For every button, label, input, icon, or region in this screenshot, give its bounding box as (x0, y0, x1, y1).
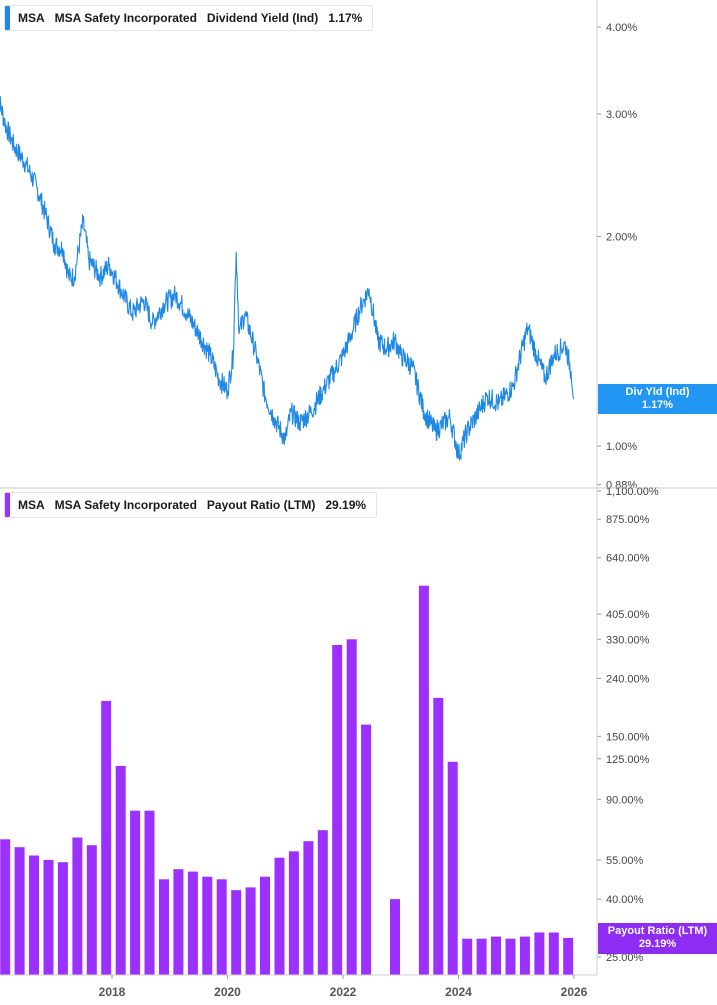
payout-bar (144, 810, 155, 975)
x-tick-label: 2022 (330, 985, 357, 999)
legend-swatch-yield (5, 6, 10, 30)
payout-badge-label: Payout Ratio (LTM) (607, 925, 708, 937)
payout-bar (491, 936, 501, 975)
x-tick-label: 2018 (99, 985, 126, 999)
payout-bar (534, 932, 545, 975)
legend-metric: Dividend Yield (Ind) (206, 11, 319, 25)
payout-bar (303, 841, 314, 975)
yield-badge-value: 1.17% (641, 399, 674, 411)
payout-bar (346, 639, 357, 975)
dividend-yield-panel: 4.00% 3.00% 2.00% 1.00% 0.88% (0, 22, 637, 492)
x-tick-label: 2024 (445, 985, 472, 999)
dividend-yield-legend[interactable]: MSA MSA Safety Incorporated Dividend Yie… (4, 5, 374, 31)
payout-bar (288, 851, 299, 975)
legend-company: MSA Safety Incorporated (54, 11, 197, 25)
payout-ratio-panel: 1,100.00% 875.00% 640.00% 405.00% 330.00% 240… (0, 486, 659, 975)
dividend-yield-line (0, 96, 575, 461)
y-tick-label: 640.00% (606, 553, 650, 565)
payout-bar (476, 938, 487, 975)
legend-value: 29.19% (325, 498, 367, 512)
payout-bar (57, 862, 68, 975)
payout-bar (433, 697, 444, 975)
payout-bar (505, 938, 516, 975)
payout-bar (563, 937, 574, 975)
payout-bar (0, 839, 11, 975)
y-tick-label: 875.00% (606, 514, 650, 526)
payout-bar (519, 936, 530, 975)
payout-bar (86, 845, 97, 975)
payout-bar (202, 876, 213, 975)
y-tick-label: 0.88% (606, 480, 637, 492)
x-axis: 2018 2020 2022 2024 2026 (0, 974, 597, 999)
payout-badge-value: 29.19% (638, 938, 677, 950)
yield-value-badge: Div Yld (Ind) 1.17% (598, 384, 717, 414)
y-tick-label: 25.00% (606, 952, 644, 964)
payout-bar (72, 837, 83, 975)
payout-bar (260, 876, 270, 975)
y-tick-label: 125.00% (606, 754, 650, 766)
payout-bar (187, 871, 198, 975)
payout-bar (130, 810, 141, 975)
y-tick-label: 55.00% (606, 855, 644, 867)
y-tick-label: 40.00% (606, 894, 644, 906)
legend-company: MSA Safety Incorporated (54, 498, 197, 512)
payout-bar (418, 585, 429, 975)
y-tick-label: 1.00% (606, 441, 637, 453)
y-tick-label: 405.00% (606, 609, 650, 621)
payout-bar (447, 761, 458, 975)
legend-swatch-payout (5, 493, 10, 517)
y-tick-label: 240.00% (606, 673, 650, 685)
payout-bar (274, 857, 285, 975)
legend-ticker: MSA (18, 11, 45, 25)
payout-bar (101, 700, 112, 975)
y-tick-label: 3.00% (606, 109, 637, 121)
y-tick-label: 1,100.00% (606, 486, 659, 498)
legend-metric: Payout Ratio (LTM) (206, 498, 316, 512)
y-tick-label: 4.00% (606, 22, 637, 34)
payout-bar (159, 879, 169, 975)
payout-bar (462, 938, 473, 975)
legend-ticker: MSA (18, 498, 45, 512)
legend-value: 1.17% (328, 11, 363, 25)
payout-bar (173, 869, 184, 975)
payout-bar (115, 765, 126, 975)
payout-bar (29, 855, 39, 975)
payout-value-badge: Payout Ratio (LTM) 29.19% (598, 923, 717, 954)
yield-badge-label: Div Yld (Ind) (625, 386, 690, 398)
x-tick-label: 2020 (214, 985, 241, 999)
y-tick-label: 2.00% (606, 232, 637, 244)
payout-bar (14, 847, 25, 975)
payout-bar (361, 724, 372, 975)
payout-bar (245, 887, 256, 975)
payout-bar (390, 899, 400, 975)
y-tick-label: 330.00% (606, 634, 650, 646)
payout-bar (548, 932, 559, 975)
payout-ratio-legend[interactable]: MSA MSA Safety Incorporated Payout Ratio… (4, 492, 378, 518)
payout-bar (43, 859, 54, 975)
payout-bar (332, 645, 343, 975)
x-tick-label: 2026 (561, 985, 588, 999)
y-tick-label: 90.00% (606, 794, 644, 806)
payout-bar (317, 830, 328, 975)
payout-bar (231, 890, 242, 975)
payout-bar (216, 879, 227, 975)
y-tick-label: 150.00% (606, 731, 650, 743)
